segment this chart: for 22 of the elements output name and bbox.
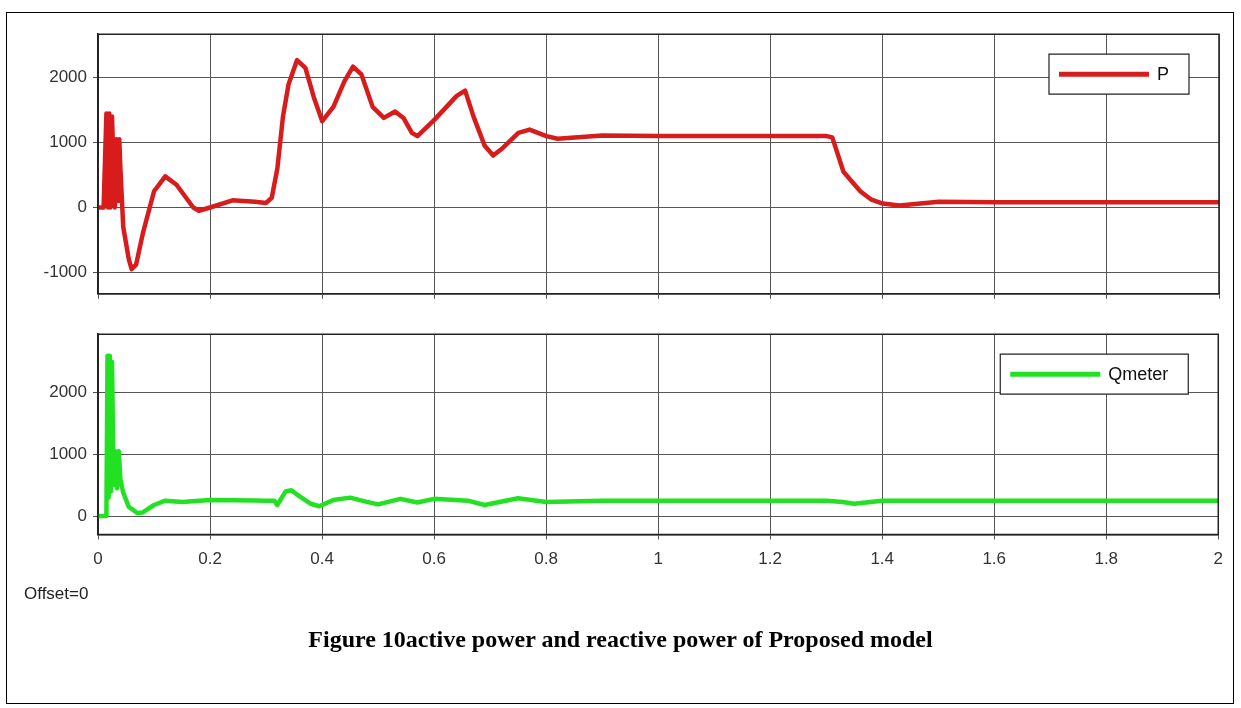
caption: Figure 10active power and reactive power of Proposed model bbox=[307, 626, 934, 653]
text: Offset=0 bbox=[24, 584, 90, 604]
y-tick-label: 0 bbox=[77, 197, 87, 217]
x-tick-label: 0.4 bbox=[310, 549, 334, 569]
y-tick-label: -1000 bbox=[43, 262, 87, 282]
legend-label: P bbox=[1156, 64, 1170, 85]
y-tick-label: 0 bbox=[77, 505, 87, 525]
legend-label: Qmeter bbox=[1108, 364, 1169, 385]
x-tick-label: 0.2 bbox=[198, 549, 222, 569]
x-tick-label: 0 bbox=[93, 549, 103, 569]
x-tick-label: 1.6 bbox=[982, 549, 1007, 569]
y-tick-label: 2000 bbox=[49, 382, 87, 402]
x-tick-label: 0.6 bbox=[422, 549, 446, 569]
y-tick-label: 2000 bbox=[49, 67, 87, 87]
x-tick-label: 0.8 bbox=[534, 549, 558, 569]
y-tick-label: 1000 bbox=[49, 132, 87, 152]
x-tick-label: 1.4 bbox=[870, 549, 895, 569]
y-tick-label: 1000 bbox=[49, 444, 87, 464]
x-tick-label: 1.8 bbox=[1094, 549, 1119, 569]
x-tick-label: 1 bbox=[653, 549, 663, 569]
x-tick-label: 1.2 bbox=[758, 549, 782, 569]
x-tick-label: 2 bbox=[1213, 549, 1224, 569]
